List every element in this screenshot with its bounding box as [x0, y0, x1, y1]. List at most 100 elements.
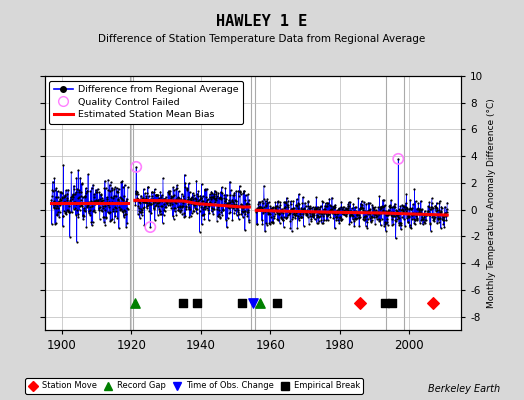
Point — [88, 222, 96, 228]
Point — [395, 221, 403, 228]
Point — [79, 213, 87, 220]
Point — [264, 211, 272, 217]
Point — [397, 220, 406, 226]
Point — [330, 203, 338, 209]
Point — [285, 209, 293, 215]
Point — [76, 202, 84, 209]
Point — [422, 216, 430, 223]
Point — [166, 199, 174, 206]
Point — [406, 224, 414, 230]
Point — [177, 195, 185, 202]
Point — [165, 190, 173, 196]
Point — [336, 214, 344, 220]
Point — [320, 217, 329, 224]
Point — [226, 178, 234, 185]
Point — [270, 215, 278, 221]
Point — [434, 212, 442, 218]
Point — [441, 210, 450, 216]
Point — [425, 199, 433, 206]
Point — [143, 205, 151, 211]
Point — [187, 200, 195, 206]
Point — [172, 199, 181, 206]
Point — [215, 194, 223, 201]
Point — [68, 209, 76, 216]
Point — [259, 210, 267, 216]
Point — [414, 200, 422, 206]
Point — [398, 206, 407, 212]
Point — [336, 215, 344, 221]
Point — [228, 199, 237, 206]
Point — [292, 210, 300, 216]
Point — [155, 206, 163, 212]
Point — [385, 204, 394, 210]
Point — [198, 181, 206, 187]
Point — [373, 212, 381, 219]
Point — [80, 205, 88, 211]
Point — [108, 216, 117, 222]
Point — [342, 213, 351, 220]
Point — [234, 202, 242, 209]
Point — [157, 203, 166, 209]
Point — [389, 208, 397, 215]
Point — [214, 211, 223, 217]
Point — [67, 199, 75, 205]
Point — [110, 193, 118, 199]
Point — [420, 212, 429, 218]
Point — [82, 203, 91, 209]
Point — [406, 204, 414, 211]
Point — [315, 214, 323, 220]
Point — [353, 215, 361, 222]
Point — [409, 210, 418, 217]
Point — [275, 210, 283, 217]
Point — [228, 217, 237, 223]
Point — [348, 208, 357, 215]
Point — [329, 208, 337, 214]
Point — [71, 212, 80, 218]
Point — [425, 211, 433, 218]
Point — [64, 208, 72, 214]
Point — [379, 208, 388, 214]
Point — [375, 210, 384, 217]
Point — [226, 208, 235, 215]
Point — [405, 213, 413, 219]
Point — [217, 184, 226, 190]
Point — [133, 188, 141, 195]
Point — [207, 196, 215, 202]
Point — [178, 204, 187, 211]
Point — [283, 201, 292, 208]
Point — [159, 175, 167, 182]
Point — [133, 195, 141, 202]
Point — [278, 217, 287, 224]
Point — [163, 198, 172, 205]
Point — [273, 203, 281, 210]
Point — [79, 194, 87, 200]
Point — [89, 207, 97, 214]
Point — [50, 198, 58, 204]
Point — [180, 214, 188, 220]
Point — [77, 202, 85, 208]
Point — [428, 204, 436, 210]
Point — [294, 205, 302, 211]
Point — [103, 194, 111, 200]
Point — [269, 213, 278, 220]
Point — [410, 186, 419, 192]
Point — [389, 220, 397, 227]
Point — [135, 199, 143, 205]
Point — [427, 204, 435, 210]
Point — [56, 208, 64, 215]
Point — [359, 214, 368, 221]
Point — [224, 200, 232, 206]
Point — [64, 209, 73, 215]
Point — [384, 222, 392, 228]
Point — [331, 201, 340, 208]
Point — [173, 204, 182, 211]
Point — [316, 213, 324, 219]
Point — [178, 203, 186, 210]
Point — [363, 219, 371, 226]
Point — [185, 214, 193, 220]
Point — [351, 208, 359, 215]
Point — [166, 193, 174, 199]
Point — [50, 175, 59, 182]
Point — [235, 210, 243, 217]
Point — [83, 188, 91, 194]
